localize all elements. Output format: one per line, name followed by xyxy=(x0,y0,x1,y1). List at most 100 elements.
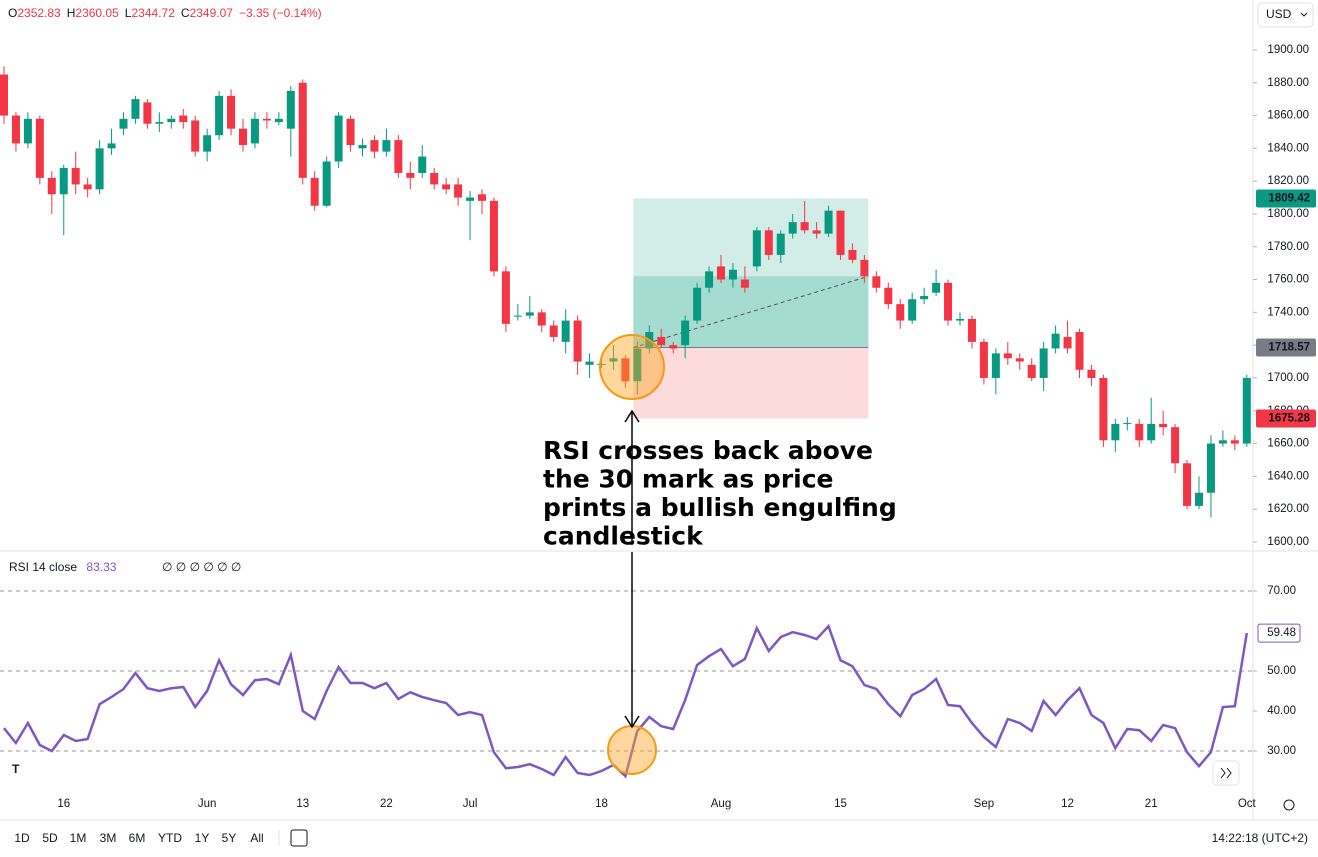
date-range-icon[interactable] xyxy=(290,829,308,847)
range-button[interactable]: 5D xyxy=(42,831,58,845)
y-tick-label: 1800.00 xyxy=(1267,208,1309,220)
y-tick-label: 1700.00 xyxy=(1267,372,1309,384)
candle-body xyxy=(382,140,391,152)
y-tick-label: 1780.00 xyxy=(1267,241,1309,253)
candle-body xyxy=(513,315,522,317)
candle-body xyxy=(1183,463,1192,506)
ohlc-value: 2344.72 xyxy=(131,6,175,20)
x-tick-label: 18 xyxy=(595,798,608,810)
position-tool xyxy=(633,198,869,419)
currency[interactable]: USD xyxy=(1266,7,1292,21)
candle-body xyxy=(621,358,630,382)
range-button[interactable]: 5Y xyxy=(222,831,237,845)
candle-body xyxy=(657,336,666,346)
price-tag xyxy=(1257,623,1301,643)
candle-body xyxy=(1147,423,1156,441)
candle-body xyxy=(478,194,486,201)
highlight-circle xyxy=(607,725,657,775)
range-button[interactable]: YTD xyxy=(158,831,182,845)
candle-body xyxy=(717,266,725,280)
candle-body xyxy=(239,128,247,146)
candle-body xyxy=(1087,369,1096,378)
candle-body xyxy=(298,82,307,178)
candle-body xyxy=(358,145,367,149)
candle-body xyxy=(979,341,988,378)
y-tick-label: 1880.00 xyxy=(1267,77,1309,89)
x-tick-label: 15 xyxy=(834,798,847,810)
price-tag xyxy=(1256,338,1316,357)
candle-body xyxy=(1099,377,1108,441)
annotation-text: candlestick xyxy=(543,522,704,551)
candle-body xyxy=(370,140,379,152)
candle-body xyxy=(143,102,152,124)
candle-body xyxy=(167,118,176,123)
arrow-head xyxy=(624,409,640,423)
candle-body xyxy=(47,177,56,195)
range-button[interactable]: All xyxy=(250,831,263,845)
candle-body xyxy=(776,233,785,255)
arrow-head xyxy=(624,715,640,729)
candle-body xyxy=(286,90,295,129)
annotation-text: the 30 mark as price xyxy=(543,465,834,494)
y-tick-label: 1900.00 xyxy=(1267,44,1309,56)
candle-body xyxy=(537,312,546,326)
x-tick-label: Oct xyxy=(1238,798,1257,810)
range-button[interactable]: 3M xyxy=(100,831,117,845)
candle-body xyxy=(705,271,714,288)
candle-body xyxy=(740,279,749,288)
candle-body xyxy=(836,210,845,255)
candle-body xyxy=(1063,336,1072,349)
candle-body xyxy=(501,271,510,324)
candle-body xyxy=(1195,492,1203,506)
ohlc-value: 2352.83 xyxy=(17,6,61,20)
candle-body xyxy=(1051,333,1060,349)
range-button[interactable]: 1Y xyxy=(195,831,210,845)
candle-body xyxy=(597,364,606,366)
candle-body xyxy=(525,312,534,316)
candle-body xyxy=(967,318,976,342)
candle-body xyxy=(1218,440,1227,444)
candle-body xyxy=(394,140,403,173)
candle-body xyxy=(585,361,594,365)
ohlc-legend: O2352.83 H2360.05 L2344.72 C2349.07 −3.35 (−… xyxy=(8,6,322,20)
y-tick-label: 1660.00 xyxy=(1267,438,1309,450)
candle-body xyxy=(1015,358,1024,362)
candle-body xyxy=(920,295,929,300)
settings-icon[interactable] xyxy=(1283,799,1295,811)
candle-body xyxy=(1230,440,1239,444)
candle-body xyxy=(322,161,331,206)
candle-body xyxy=(561,320,570,342)
x-tick-label: Jun xyxy=(198,798,217,810)
candle-body xyxy=(681,320,690,346)
indicator-title: RSI xyxy=(9,560,29,574)
x-tick-label: Sep xyxy=(974,798,994,810)
indicator-reading: 83.33 xyxy=(86,560,116,574)
candle-body xyxy=(788,222,797,234)
scroll-button[interactable] xyxy=(1212,760,1240,786)
candle-body xyxy=(406,172,415,178)
candle-body xyxy=(310,177,319,206)
range-button[interactable]: 6M xyxy=(129,831,146,845)
price-tag xyxy=(1256,189,1316,208)
candle-body xyxy=(1171,427,1180,464)
x-tick-label: 12 xyxy=(1061,798,1074,810)
range-button[interactable]: 1M xyxy=(70,831,87,845)
candle-body xyxy=(1003,353,1012,359)
candle-body xyxy=(1159,423,1168,428)
candle-body xyxy=(549,325,558,337)
indicator-name: RSI 14 close 83.33 xyxy=(9,560,117,574)
y-tick-label: 50.00 xyxy=(1267,665,1296,677)
indicator-params: 14 close xyxy=(32,560,77,574)
stop-zone xyxy=(633,347,869,419)
candle-body xyxy=(752,230,761,267)
candle-body xyxy=(693,287,702,321)
range-button[interactable]: 1D xyxy=(14,831,30,845)
indicator-icons[interactable]: ∅ ∅ ∅ ∅ ∅ ∅ xyxy=(162,560,241,574)
y-tick-label: 1600.00 xyxy=(1267,536,1309,548)
currency-button[interactable] xyxy=(1257,2,1314,28)
candle-body xyxy=(728,269,737,280)
candle-body xyxy=(11,115,20,144)
candle-body xyxy=(454,184,463,198)
